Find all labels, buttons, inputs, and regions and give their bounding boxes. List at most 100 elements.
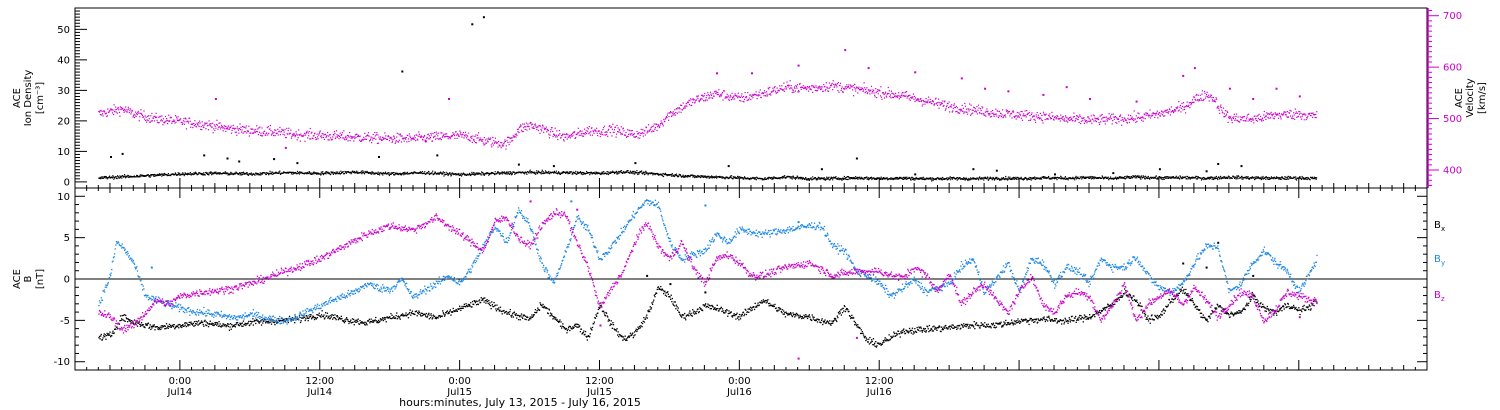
velocity-point bbox=[361, 139, 363, 142]
velocity-point bbox=[372, 133, 374, 136]
density-point bbox=[647, 174, 649, 176]
density-point bbox=[870, 177, 872, 179]
density-point bbox=[710, 175, 713, 177]
velocity-point bbox=[895, 96, 897, 98]
density-point bbox=[1226, 176, 1228, 178]
density-point bbox=[544, 170, 547, 172]
velocity-point bbox=[156, 119, 158, 121]
density-point bbox=[278, 171, 280, 173]
density-point bbox=[969, 179, 971, 181]
velocity-point bbox=[903, 92, 905, 94]
velocity-point bbox=[512, 140, 514, 142]
density-point bbox=[894, 178, 896, 180]
velocity-point bbox=[298, 134, 300, 136]
density-point bbox=[119, 175, 121, 177]
velocity-point bbox=[228, 128, 231, 130]
velocity-point bbox=[1061, 116, 1063, 118]
density-point bbox=[275, 171, 277, 173]
velocity-point bbox=[794, 90, 796, 92]
velocity-point bbox=[289, 132, 291, 134]
velocity-point bbox=[210, 123, 212, 125]
density-point bbox=[1275, 176, 1278, 178]
density-point bbox=[1027, 177, 1030, 179]
velocity-point bbox=[246, 132, 248, 134]
density-point bbox=[983, 176, 985, 178]
velocity-point bbox=[430, 132, 432, 134]
velocity-point bbox=[1012, 111, 1014, 113]
density-point bbox=[1115, 176, 1117, 178]
density-point bbox=[796, 175, 798, 177]
velocity-point bbox=[150, 120, 152, 122]
density-point bbox=[501, 171, 503, 173]
velocity-point bbox=[398, 139, 400, 141]
velocity-point bbox=[863, 82, 865, 84]
velocity-point bbox=[991, 115, 993, 118]
velocity-point bbox=[874, 96, 876, 98]
velocity-point bbox=[514, 135, 516, 137]
velocity-point bbox=[620, 126, 622, 128]
density-point bbox=[1177, 177, 1179, 179]
density-point bbox=[490, 171, 493, 174]
velocity-point bbox=[932, 101, 934, 103]
velocity-point bbox=[989, 113, 991, 115]
velocity-point bbox=[1254, 115, 1256, 117]
density-point bbox=[246, 172, 248, 174]
velocity-point bbox=[864, 87, 866, 89]
velocity-point bbox=[330, 137, 332, 139]
density-point bbox=[1229, 178, 1231, 180]
density-point bbox=[212, 173, 214, 175]
density-point bbox=[1124, 176, 1126, 178]
density-point bbox=[208, 174, 210, 176]
density-point bbox=[770, 177, 772, 180]
velocity-point bbox=[142, 116, 144, 119]
density-point bbox=[929, 177, 931, 179]
density-point bbox=[1074, 177, 1076, 179]
velocity-point bbox=[1178, 109, 1180, 111]
velocity-point bbox=[341, 132, 343, 134]
density-point bbox=[324, 172, 326, 174]
density-point bbox=[750, 177, 752, 179]
velocity-point bbox=[326, 135, 328, 137]
velocity-point bbox=[507, 136, 510, 138]
velocity-point bbox=[772, 87, 774, 89]
velocity-point bbox=[553, 133, 555, 135]
velocity-point bbox=[358, 135, 360, 138]
density-point bbox=[363, 172, 365, 174]
velocity-point bbox=[338, 134, 340, 137]
velocity-point bbox=[682, 109, 684, 111]
density-point bbox=[172, 173, 174, 175]
density-point bbox=[979, 176, 981, 178]
velocity-point bbox=[631, 130, 633, 132]
velocity-point bbox=[707, 94, 709, 96]
density-point bbox=[476, 173, 479, 175]
density-point bbox=[536, 171, 538, 174]
density-point bbox=[1197, 176, 1199, 178]
velocity-point bbox=[678, 111, 680, 113]
density-point bbox=[1277, 177, 1279, 179]
velocity-point bbox=[198, 125, 200, 127]
velocity-point bbox=[531, 127, 533, 129]
density-point bbox=[1084, 176, 1086, 178]
velocity-point bbox=[1148, 114, 1150, 116]
velocity-point bbox=[961, 104, 963, 106]
velocity-point bbox=[768, 88, 770, 90]
density-point bbox=[143, 175, 145, 177]
velocity-point bbox=[534, 124, 536, 126]
density-point bbox=[317, 172, 320, 174]
velocity-point bbox=[965, 111, 967, 113]
velocity-point bbox=[474, 142, 477, 144]
velocity-point bbox=[790, 85, 792, 87]
density-point bbox=[424, 171, 426, 173]
velocity-point bbox=[354, 137, 356, 140]
velocity-point bbox=[233, 127, 235, 129]
density-point bbox=[1194, 176, 1196, 178]
density-point bbox=[615, 170, 617, 172]
velocity-point bbox=[887, 86, 889, 89]
velocity-point bbox=[375, 138, 377, 140]
density-point bbox=[1201, 178, 1203, 180]
velocity-point bbox=[277, 128, 279, 130]
velocity-point bbox=[211, 126, 213, 128]
density-point bbox=[1237, 178, 1239, 180]
density-point bbox=[270, 172, 272, 174]
velocity-point bbox=[144, 115, 146, 117]
